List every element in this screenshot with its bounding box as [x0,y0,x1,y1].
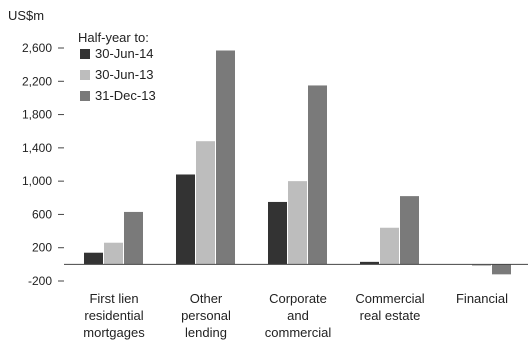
x-category-label: personal [181,308,231,323]
bar-30-jun-14 [176,174,195,265]
bar-30-jun-14 [268,201,287,265]
bar-30-jun-13 [104,242,123,265]
x-category-label: Other [190,291,223,306]
legend-label: 31-Dec-13 [95,88,156,103]
bar-30-jun-14 [84,252,103,265]
x-category-label: mortgages [83,325,145,340]
legend-swatch [80,91,90,101]
legend-swatch [80,49,90,59]
x-category-label: Financial [456,291,508,306]
x-category-label: Commercial [355,291,424,306]
bar-31-dec-13 [124,211,143,265]
bar-31-dec-13 [492,264,511,275]
x-category-label: First lien [89,291,138,306]
x-axis-labels: First lien residential mortgages Other perso… [83,291,508,340]
y-tick-label: 1,400 [22,141,52,155]
bars [84,50,511,275]
bar-30-jun-13 [472,264,491,267]
x-category-label: real estate [360,308,421,323]
x-category-label: Corporate [269,291,327,306]
y-unit-label: US$m [8,8,44,23]
x-category-label: lending [185,325,227,340]
y-tick-label: 2,600 [22,41,52,55]
legend-items: 30-Jun-14 30-Jun-13 31-Dec-13 [80,46,156,103]
legend: Half-year to: 30-Jun-14 30-Jun-13 31-Dec-1… [78,30,156,103]
y-tick-label: 600 [32,207,52,221]
bar-30-jun-13 [196,141,215,265]
bar-31-dec-13 [216,50,235,265]
y-tick-label: 2,200 [22,74,52,88]
legend-label: 30-Jun-13 [95,67,154,82]
legend-title: Half-year to: [78,30,149,45]
y-axis-ticks: 2,600 2,200 1,800 1,400 1,000 600 200 -200 [22,41,64,288]
x-category-label: residential [84,308,143,323]
y-tick-label: -200 [28,274,52,288]
bar-31-dec-13 [308,85,327,265]
y-tick-label: 200 [32,241,52,255]
bar-31-dec-13 [400,196,419,265]
y-tick-label: 1,800 [22,108,52,122]
bar-30-jun-13 [380,227,399,265]
bar-30-jun-13 [288,181,307,265]
legend-swatch [80,70,90,80]
bar-30-jun-14 [360,261,379,265]
legend-label: 30-Jun-14 [95,46,154,61]
x-category-label: commercial [265,325,332,340]
y-tick-label: 1,000 [22,174,52,188]
x-category-label: and [287,308,309,323]
